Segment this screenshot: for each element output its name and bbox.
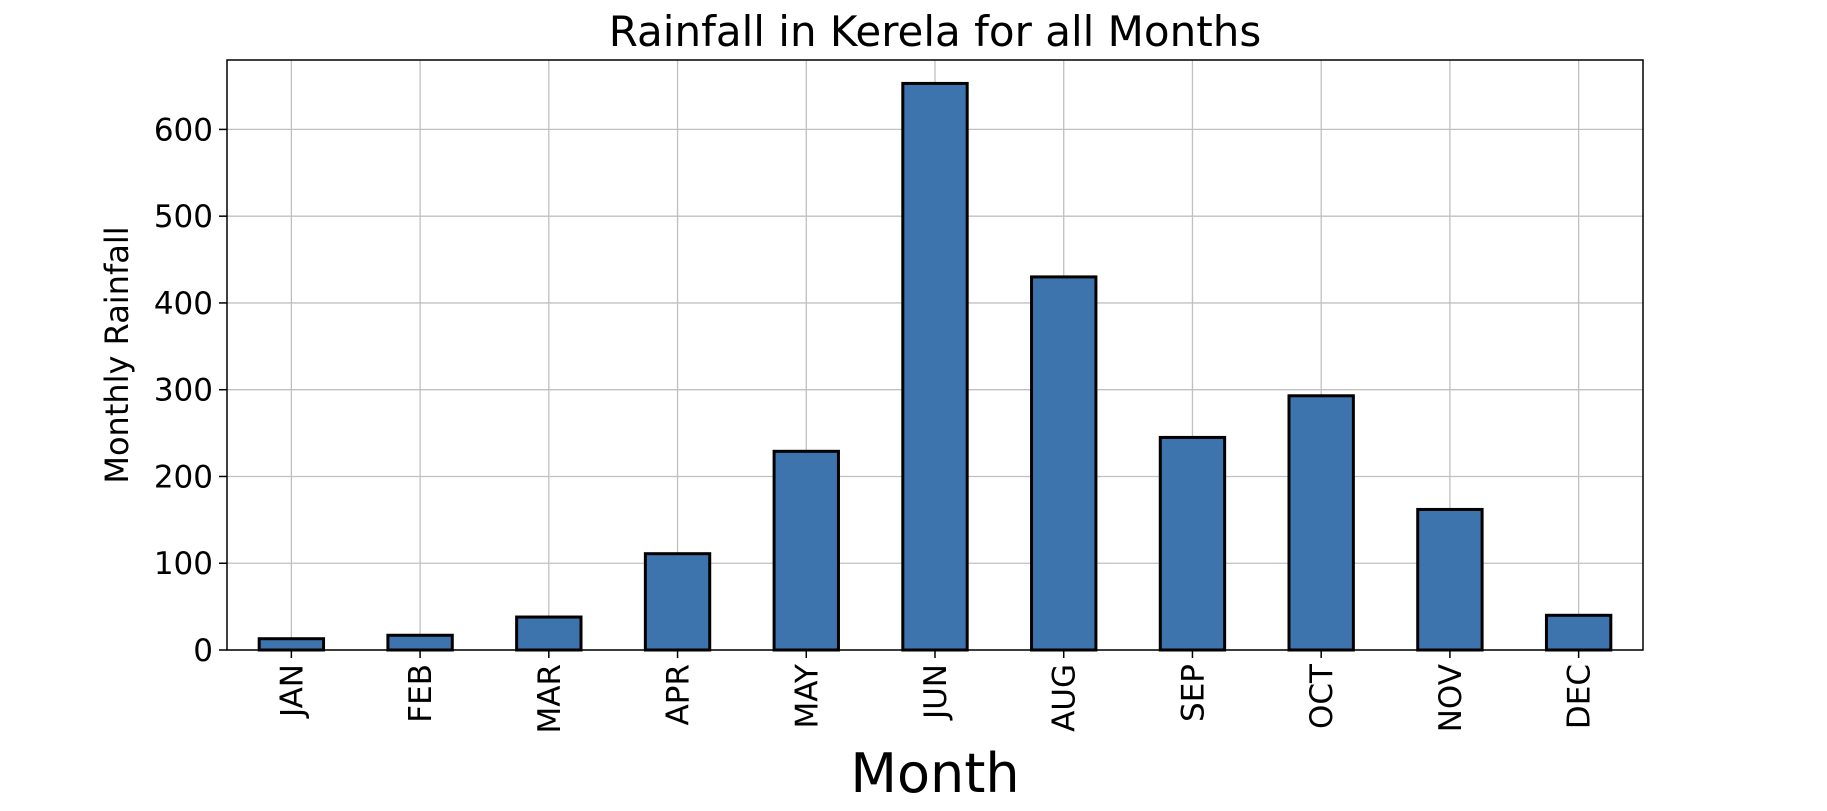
x-tick-label: JAN [274,664,310,719]
x-tick-label: MAY [789,664,825,729]
x-tick-label: AUG [1047,664,1083,732]
y-tick-label: 400 [154,286,213,322]
x-axis-label: Month [850,742,1019,805]
chart-title: Rainfall in Kerela for all Months [609,7,1261,56]
bar-jun [901,81,969,652]
x-tick-label: APR [661,664,697,725]
x-tick-label: NOV [1433,664,1469,732]
x-tick-label: MAR [532,664,568,734]
bar-apr [643,552,712,652]
y-axis-label: Monthly Rainfall [98,226,136,483]
bar-dec [1544,613,1613,652]
x-tick-label: FEB [403,664,439,723]
bars [257,81,1613,652]
bar-aug [1030,275,1098,652]
bar-jan [257,637,326,652]
bar-sep [1158,435,1227,652]
x-tick-label: JUN [918,664,954,721]
bar-nov [1416,507,1484,652]
bar-mar [515,615,583,652]
x-tick-label: OCT [1304,663,1340,729]
x-tick-label: DEC [1562,664,1598,729]
x-tick-label: SEP [1175,664,1211,722]
y-tick-label: 0 [193,633,213,669]
y-tick-label: 500 [154,199,213,235]
y-tick-label: 600 [154,112,213,148]
bar-feb [386,633,454,652]
y-tick-label: 300 [154,373,213,409]
y-ticks: 0 100 200 300 400 500 600 [154,112,227,669]
y-tick-label: 200 [154,459,213,495]
bar-may [772,449,840,652]
bar-oct [1287,394,1355,652]
x-ticks: JAN FEB MAR APR MAY JUN AUG SEP OCT NOV DEC [274,650,1598,734]
y-tick-label: 100 [154,546,213,582]
